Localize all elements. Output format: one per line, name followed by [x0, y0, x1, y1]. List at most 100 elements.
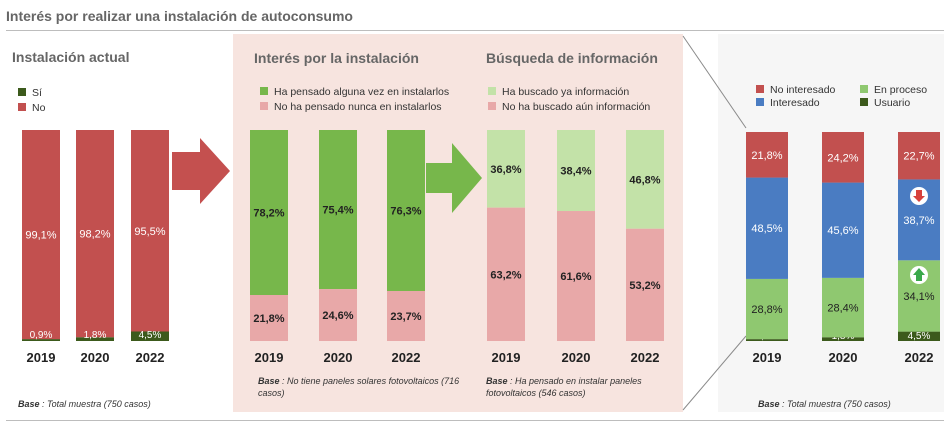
- data-label-ha-pensado-nunca-en-instalarlos-2022: 23,7%: [390, 311, 421, 323]
- base-label: Base: [258, 376, 280, 386]
- bar-no-2020: [76, 130, 114, 338]
- tick-label-2022: 2022: [136, 350, 165, 365]
- data-label-ha-pensado-alguna-vez-en-instalarlos-2022: 76,3%: [390, 205, 421, 217]
- legend-swatch-no-interesado: [756, 85, 764, 93]
- base-note-line-1: : Ha pensado en instalar paneles: [510, 376, 642, 386]
- base-note: : Total muestra (750 casos): [42, 399, 151, 409]
- bar-si-2020: [76, 337, 114, 341]
- panel-title-busqueda-de-informacion: Búsqueda de información: [486, 50, 658, 66]
- interest-panel-background: [233, 34, 683, 412]
- legend-swatch-usuario: [860, 98, 868, 106]
- base-label: Base: [486, 376, 508, 386]
- legend-label-no-interesado: No interesado: [770, 84, 836, 96]
- bar-ha-pensado-nunca-en-instalarlos-2020: [319, 289, 357, 341]
- data-label-interesado-2022: 38,7%: [903, 215, 934, 227]
- bar-usuario-2020: [822, 337, 864, 341]
- bar-si-2019: [22, 339, 60, 341]
- data-label-ha-pensado-alguna-vez-en-instalarlos-2019: 78,2%: [253, 208, 284, 220]
- bar-no-interesado-2019: [746, 132, 788, 178]
- legend-label-interesado: Interesado: [770, 97, 820, 109]
- data-label-ha-pensado-nunca-en-instalarlos-2020: 24,6%: [322, 310, 353, 322]
- data-label-si-2022: 4,5%: [139, 330, 162, 341]
- base-note-line-1: : No tiene paneles solares fotovoltaicos…: [282, 376, 459, 386]
- up-arrow-icon: [913, 268, 925, 281]
- legend-label-no-ha-buscado-aun-informacion: No ha buscado aún información: [502, 101, 650, 113]
- legend-swatch-ha-pensado-alguna-vez-en-instalarlos: [260, 87, 268, 95]
- bar-no-interesado-2020: [822, 132, 864, 183]
- data-label-si-2020: 1,8%: [84, 330, 107, 341]
- data-label-no-interesado-2019: 21,8%: [751, 150, 782, 162]
- data-label-ha-pensado-nunca-en-instalarlos-2019: 21,8%: [253, 313, 284, 325]
- bar-no-ha-buscado-aun-informacion-2020: [557, 211, 595, 341]
- bar-ha-pensado-alguna-vez-en-instalarlos-2022: [387, 130, 425, 291]
- legend-swatch-no-ha-buscado-aun-informacion: [488, 102, 496, 110]
- data-label-no-interesado-2022: 22,7%: [903, 151, 934, 163]
- funnel-line-bottom: [682, 335, 747, 411]
- tick-label-2020: 2020: [81, 350, 110, 365]
- data-label-en-proceso-2019: 28,8%: [751, 304, 782, 316]
- data-label-no-interesado-2020: 24,2%: [827, 152, 858, 164]
- data-label-ha-buscado-ya-informacion-2022: 46,8%: [629, 174, 660, 186]
- bottom-rule: [6, 420, 944, 421]
- bar-usuario-2022: [898, 331, 940, 341]
- bar-ha-pensado-alguna-vez-en-instalarlos-2019: [250, 130, 288, 296]
- legend-swatch-no: [18, 103, 26, 111]
- bar-no-2022: [131, 130, 169, 332]
- tick-label-2019: 2019: [492, 350, 521, 365]
- tick-label-2020: 2020: [324, 350, 353, 365]
- green-flow-arrow: [426, 143, 482, 213]
- bar-si-2022: [131, 331, 169, 341]
- legend-label-no: No: [32, 102, 46, 114]
- base-note: : Total muestra (750 casos): [782, 399, 891, 409]
- bar-no-interesado-2022: [898, 132, 940, 180]
- bar-interesado-2020: [822, 182, 864, 278]
- bar-ha-buscado-ya-informacion-2019: [487, 130, 525, 208]
- bar-ha-buscado-ya-informacion-2020: [557, 130, 595, 212]
- base-note-line-2: casos): [258, 388, 285, 398]
- data-label-no-2019: 99,1%: [25, 230, 56, 242]
- legend-label-usuario: Usuario: [874, 97, 910, 109]
- bar-ha-pensado-nunca-en-instalarlos-2022: [387, 290, 425, 341]
- bar-ha-pensado-alguna-vez-en-instalarlos-2020: [319, 130, 357, 290]
- data-label-ha-buscado-ya-informacion-2019: 36,8%: [490, 164, 521, 176]
- panel-title-interes-por-la-instalacion: Interés por la instalación: [254, 50, 419, 66]
- legend-label-si: Sí: [32, 87, 42, 99]
- data-label-en-proceso-2020: 28,4%: [827, 303, 858, 315]
- base-label: Base: [18, 399, 40, 409]
- bar-en-proceso-2020: [822, 277, 864, 338]
- legend-swatch-ha-buscado-ya-informacion: [488, 87, 496, 95]
- data-label-no-2020: 98,2%: [79, 229, 110, 241]
- legend-swatch-en-proceso: [860, 85, 868, 93]
- bar-interesado-2019: [746, 177, 788, 279]
- legend-swatch-interesado: [756, 98, 764, 106]
- data-label-interesado-2020: 45,6%: [827, 225, 858, 237]
- data-label-si-2019: 0,9%: [30, 330, 53, 341]
- base-label: Base: [758, 399, 780, 409]
- red-flow-arrow: [172, 138, 230, 204]
- legend-label-ha-buscado-ya-informacion: Ha buscado ya información: [502, 86, 629, 98]
- bar-ha-buscado-ya-informacion-2022: [626, 130, 664, 229]
- tick-label-2020: 2020: [829, 350, 858, 365]
- tick-label-2019: 2019: [753, 350, 782, 365]
- legend-swatch-si: [18, 88, 26, 96]
- bar-no-ha-buscado-aun-informacion-2019: [487, 207, 525, 341]
- data-label-no-ha-buscado-aun-informacion-2020: 61,6%: [560, 271, 591, 283]
- data-label-en-proceso-2022: 34,1%: [903, 291, 934, 303]
- data-label-no-2022: 95,5%: [134, 226, 165, 238]
- legend-label-no-ha-pensado-nunca-en-instalarlos: No ha pensado nunca en instalarlos: [274, 101, 442, 113]
- bar-no-2019: [22, 130, 60, 340]
- down-arrow-icon: [913, 190, 925, 202]
- legend-swatch-no-ha-pensado-nunca-en-instalarlos: [260, 102, 268, 110]
- legend-label-ha-pensado-alguna-vez-en-instalarlos: Ha pensado alguna vez en instalarlos: [274, 86, 449, 98]
- base-note-line-2: fotovoltaicos (546 casos): [486, 388, 586, 398]
- tick-label-2019: 2019: [27, 350, 56, 365]
- tick-label-2022: 2022: [905, 350, 934, 365]
- tick-label-2020: 2020: [562, 350, 591, 365]
- legend-label-en-proceso: En proceso: [874, 84, 927, 96]
- data-label-no-ha-buscado-aun-informacion-2019: 63,2%: [490, 269, 521, 281]
- data-label-ha-pensado-alguna-vez-en-instalarlos-2020: 75,4%: [322, 205, 353, 217]
- bar-no-ha-buscado-aun-informacion-2022: [626, 228, 664, 341]
- tick-label-2022: 2022: [631, 350, 660, 365]
- bar-usuario-2019: [746, 339, 788, 341]
